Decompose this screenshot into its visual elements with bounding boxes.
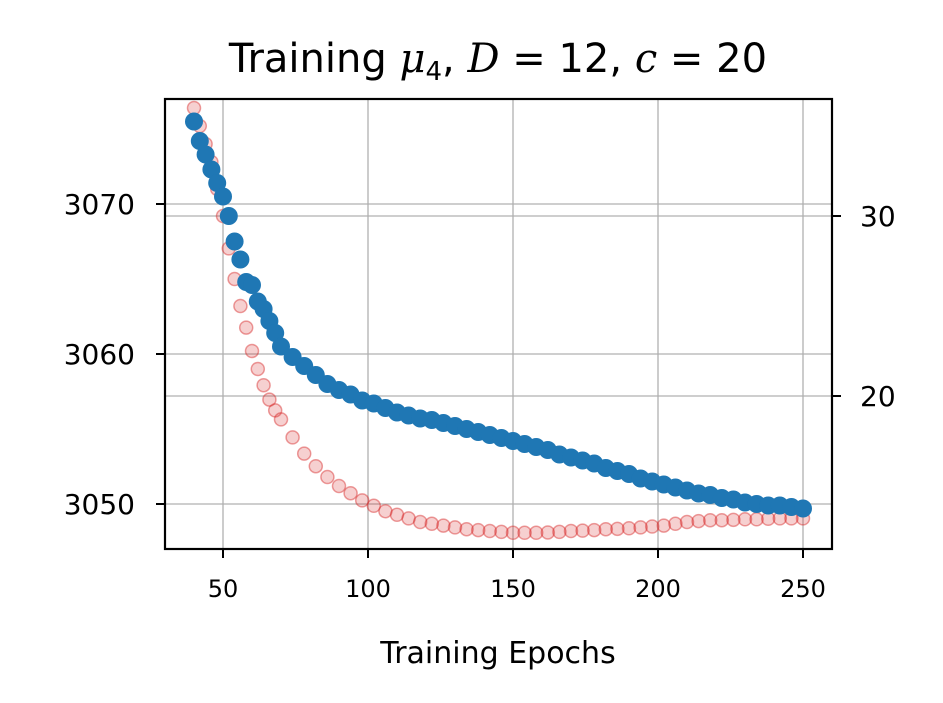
title-d-eq: = 12, <box>500 36 635 82</box>
left-series-point <box>231 250 250 269</box>
right-series-point <box>668 516 683 532</box>
right-series-point <box>447 520 463 535</box>
left-y-tick-label: 3070 <box>64 188 135 221</box>
right-series-point <box>296 446 312 461</box>
plot-area-frame <box>163 97 834 551</box>
right-series-point <box>528 525 544 541</box>
left-series-point <box>202 160 221 179</box>
right-series-point <box>575 523 590 538</box>
left-series-point <box>185 112 203 131</box>
left-axis-series <box>185 112 812 518</box>
right-series-point <box>505 525 521 541</box>
right-series-point <box>354 493 370 508</box>
right-series-point <box>436 518 451 533</box>
right-series-point <box>273 412 289 427</box>
left-y-tick-label: 3050 <box>64 488 135 521</box>
right-series-point <box>702 512 718 528</box>
right-series-point <box>389 507 405 523</box>
right-series-point <box>459 521 474 537</box>
x-axis-label: Training Epochs <box>379 636 615 671</box>
right-series-point <box>552 524 567 540</box>
title-mu-subscript: 4 <box>425 57 442 87</box>
x-axis-ticks: 50 100 150 200 250 <box>208 549 826 603</box>
right-series-point <box>644 519 660 534</box>
right-series-point <box>285 430 300 445</box>
x-tick-label: 200 <box>635 575 681 603</box>
left-series-point <box>225 232 244 251</box>
right-series-point <box>737 512 753 527</box>
title-mu: μ <box>399 36 425 82</box>
right-series-point <box>691 513 706 529</box>
left-y-axis-ticks: 3050 3060 3070 <box>64 188 165 521</box>
chart-title: Training μ4, D = 12, c = 20 <box>228 36 767 87</box>
left-series-point <box>219 207 238 225</box>
right-series-point <box>656 518 672 533</box>
right-series-point <box>267 403 283 418</box>
right-y-tick-label: 30 <box>860 200 896 233</box>
right-series-point <box>540 525 556 540</box>
title-c-eq: = 20 <box>657 36 767 82</box>
title-prefix: Training <box>228 36 400 82</box>
right-series-point <box>320 469 335 485</box>
left-series-point <box>243 276 261 294</box>
right-y-tick-label: 20 <box>860 380 896 413</box>
left-series-point <box>794 499 812 518</box>
x-tick-label: 150 <box>490 575 536 603</box>
right-axis-series <box>186 100 811 541</box>
right-series-point <box>482 523 498 539</box>
x-tick-label: 100 <box>345 575 391 603</box>
right-series-point <box>424 516 440 532</box>
right-series-point <box>586 522 602 538</box>
title-c-var: c <box>635 36 657 82</box>
right-series-point <box>366 498 382 514</box>
right-series-point <box>244 343 260 359</box>
x-tick-label: 50 <box>208 575 239 603</box>
right-series-point <box>256 377 271 393</box>
right-series-point <box>331 478 347 494</box>
right-series-point <box>308 458 324 474</box>
left-series-point <box>196 145 215 164</box>
right-series-point <box>343 485 358 501</box>
title-sep: , <box>442 36 467 82</box>
right-series-point <box>233 298 248 314</box>
left-series-point <box>190 132 209 150</box>
x-tick-label: 250 <box>780 575 826 603</box>
left-series-point <box>266 324 285 342</box>
right-series-point <box>633 520 648 535</box>
right-series-point <box>610 521 625 537</box>
left-series-point <box>208 174 227 192</box>
right-series-point <box>470 522 486 538</box>
right-series-point <box>517 525 532 541</box>
right-series-point <box>621 521 637 536</box>
right-series-point <box>378 503 393 519</box>
right-series-point <box>494 524 509 540</box>
left-y-tick-label: 3060 <box>64 338 135 371</box>
right-series-point <box>262 392 277 407</box>
right-series-point <box>726 512 741 528</box>
left-series-point <box>214 187 232 206</box>
title-d-var: D <box>466 36 499 82</box>
right-series-point <box>714 512 730 528</box>
right-series-point <box>598 521 614 537</box>
right-series-point <box>401 511 416 526</box>
right-series-point <box>250 361 266 377</box>
right-series-point <box>412 514 428 530</box>
left-series-point <box>272 337 290 356</box>
right-series-point <box>238 320 254 335</box>
right-series-point <box>563 523 579 539</box>
right-series-point <box>679 514 695 530</box>
